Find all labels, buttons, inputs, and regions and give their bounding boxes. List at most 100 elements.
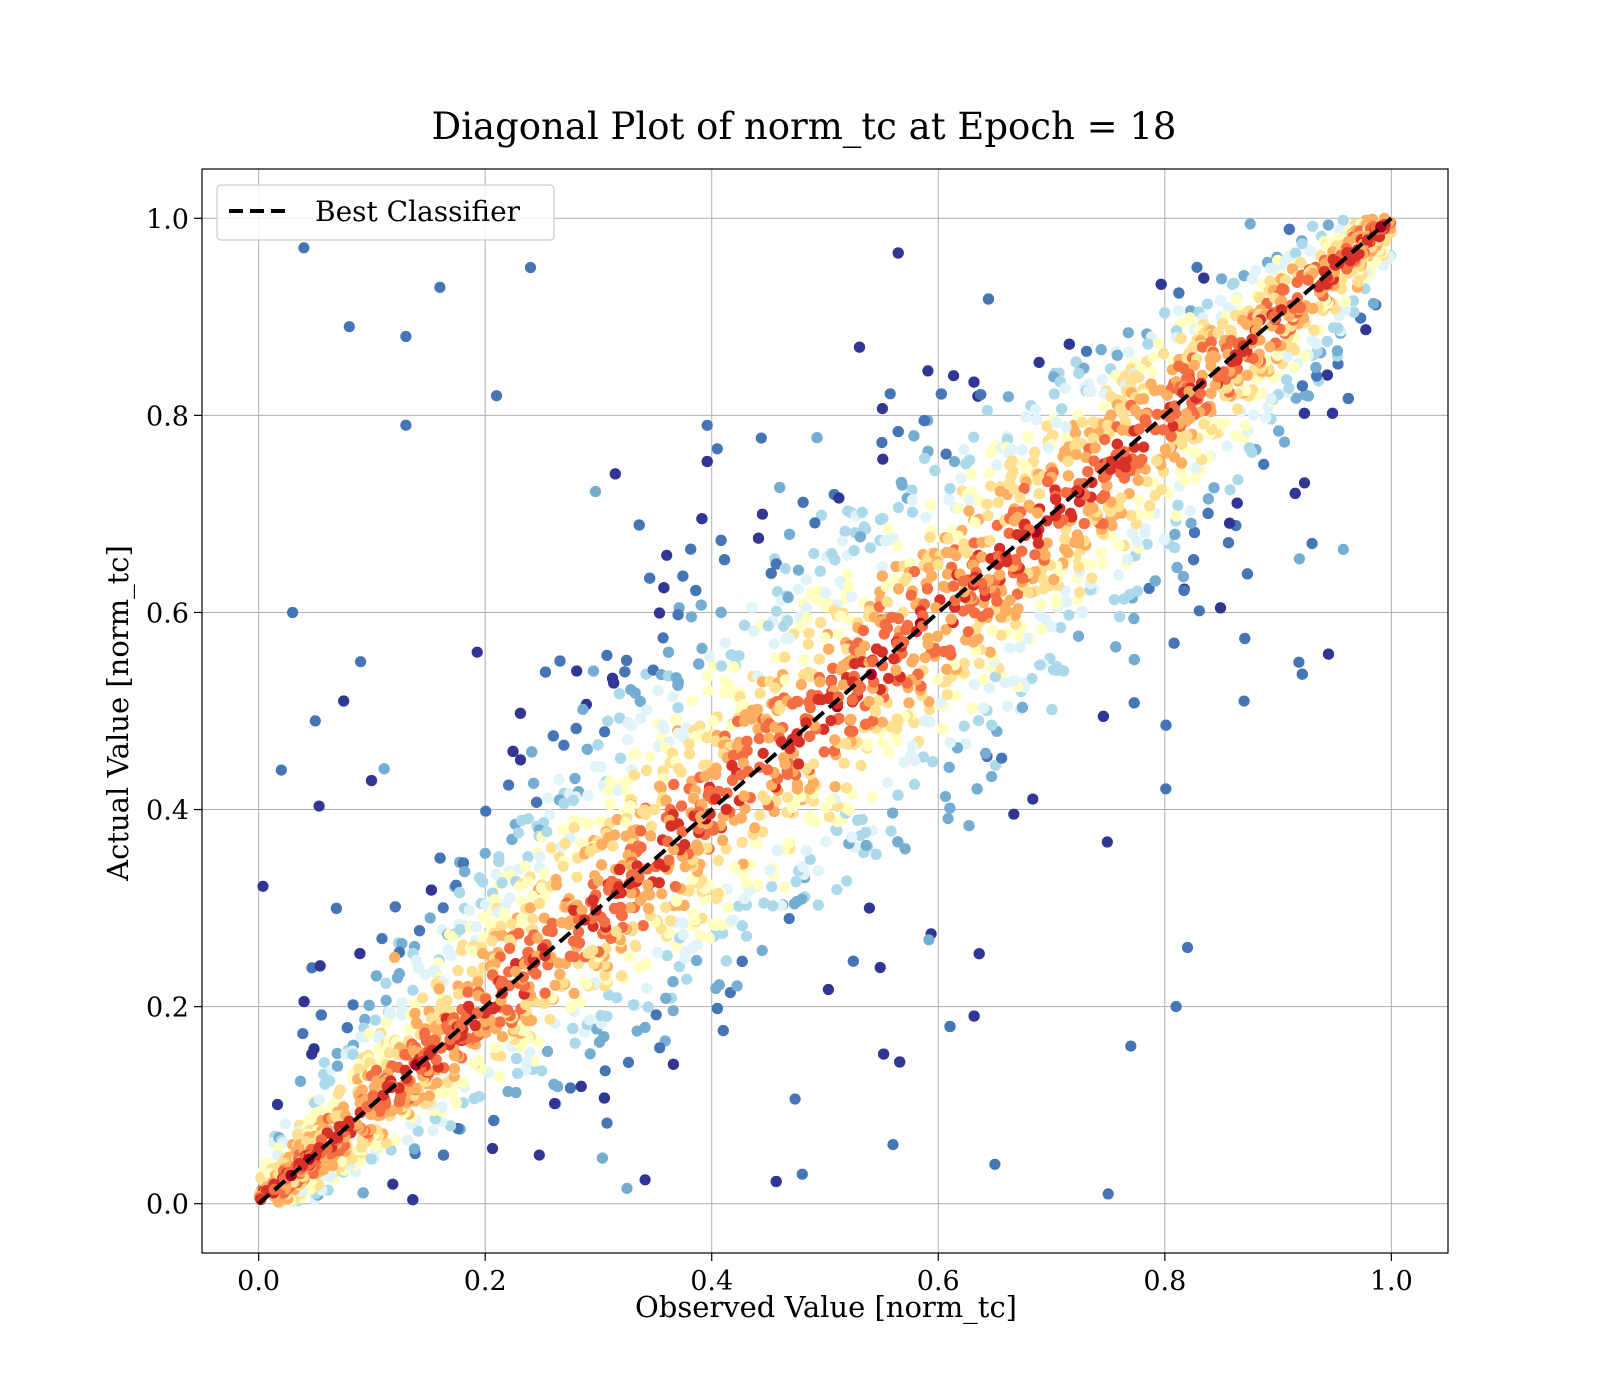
scatter-point bbox=[355, 656, 367, 668]
scatter-point bbox=[467, 1058, 479, 1070]
scatter-point bbox=[757, 747, 769, 759]
scatter-point bbox=[834, 610, 847, 622]
scatter-point bbox=[1254, 291, 1266, 303]
scatter-point bbox=[741, 735, 753, 747]
scatter-point bbox=[660, 992, 672, 1004]
scatter-point bbox=[526, 890, 539, 902]
scatter-point bbox=[1016, 545, 1028, 557]
scatter-point bbox=[315, 1106, 327, 1118]
scatter-point bbox=[526, 746, 538, 758]
scatter-point bbox=[800, 844, 812, 856]
scatter-point bbox=[711, 443, 723, 455]
scatter-point bbox=[472, 976, 484, 988]
scatter-point bbox=[792, 696, 804, 708]
scatter-point bbox=[783, 632, 796, 644]
scatter-point bbox=[746, 713, 758, 725]
scatter-point bbox=[1226, 278, 1238, 290]
scatter-point bbox=[671, 940, 683, 953]
scatter-point bbox=[337, 1101, 349, 1113]
scatter-point bbox=[932, 559, 944, 571]
scatter-point bbox=[531, 932, 544, 944]
scatter-point bbox=[924, 499, 937, 511]
scatter-point bbox=[984, 646, 996, 658]
scatter-point bbox=[524, 261, 537, 274]
scatter-point bbox=[955, 472, 967, 484]
scatter-point bbox=[1198, 272, 1210, 284]
scatter-point bbox=[815, 616, 827, 629]
scatter-point bbox=[1133, 371, 1145, 384]
scatter-point bbox=[940, 448, 952, 460]
scatter-point bbox=[1177, 571, 1189, 583]
scatter-point bbox=[738, 790, 750, 802]
scatter-point bbox=[1042, 476, 1054, 488]
scatter-point bbox=[903, 697, 915, 709]
scatter-point bbox=[315, 1009, 327, 1021]
scatter-point bbox=[661, 950, 673, 962]
scatter-point bbox=[808, 548, 820, 560]
scatter-point bbox=[892, 789, 904, 801]
scatter-point bbox=[1278, 436, 1291, 448]
scatter-point bbox=[1101, 419, 1114, 432]
scatter-point bbox=[969, 517, 981, 529]
scatter-point bbox=[477, 931, 489, 943]
scatter-point bbox=[1041, 537, 1053, 549]
scatter-point bbox=[486, 1142, 499, 1155]
scatter-point bbox=[1141, 475, 1153, 488]
scatter-point bbox=[412, 1125, 424, 1137]
scatter-point bbox=[712, 854, 725, 867]
scatter-point bbox=[1089, 442, 1101, 454]
scatter-point bbox=[920, 511, 932, 524]
scatter-point bbox=[567, 794, 579, 807]
scatter-point bbox=[524, 902, 537, 914]
scatter-point bbox=[413, 925, 426, 937]
scatter-point bbox=[679, 861, 691, 873]
scatter-point bbox=[673, 960, 686, 973]
scatter-point bbox=[728, 661, 740, 673]
scatter-point bbox=[567, 1022, 579, 1035]
scatter-point bbox=[977, 673, 990, 686]
scatter-point bbox=[1118, 593, 1130, 605]
scatter-point bbox=[1167, 420, 1179, 432]
scatter-point bbox=[753, 733, 765, 745]
scatter-point bbox=[1125, 1040, 1137, 1052]
scatter-point bbox=[973, 657, 985, 670]
scatter-point bbox=[1097, 710, 1109, 723]
scatter-point bbox=[740, 930, 753, 942]
scatter-point bbox=[553, 773, 565, 786]
scatter-point bbox=[468, 1093, 480, 1105]
scatter-point bbox=[778, 752, 790, 764]
scatter-point bbox=[891, 713, 903, 725]
scatter-point bbox=[1214, 602, 1227, 614]
scatter-point bbox=[919, 452, 931, 464]
scatter-point bbox=[643, 902, 655, 915]
scatter-point bbox=[718, 554, 731, 566]
scatter-point bbox=[908, 653, 920, 665]
scatter-point bbox=[1288, 361, 1300, 373]
scatter-point bbox=[549, 979, 561, 991]
scatter-point bbox=[1293, 656, 1305, 668]
scatter-point bbox=[541, 826, 553, 838]
scatter-point bbox=[892, 540, 904, 552]
scatter-point bbox=[578, 976, 591, 988]
scatter-point bbox=[736, 955, 748, 968]
scatter-point bbox=[803, 627, 815, 639]
scatter-point bbox=[695, 599, 707, 611]
scatter-point bbox=[1293, 553, 1305, 565]
scatter-point bbox=[1271, 349, 1283, 361]
scatter-point bbox=[802, 638, 814, 650]
scatter-point bbox=[790, 875, 802, 888]
scatter-point bbox=[633, 961, 645, 973]
scatter-point bbox=[634, 712, 647, 725]
scatter-point bbox=[595, 1010, 607, 1022]
scatter-point bbox=[1205, 360, 1217, 372]
scatter-point bbox=[1281, 350, 1293, 362]
scatter-point bbox=[1158, 534, 1170, 546]
scatter-point bbox=[434, 1004, 447, 1016]
scatter-point bbox=[533, 1149, 545, 1161]
scatter-point bbox=[558, 739, 570, 751]
scatter-point bbox=[962, 626, 975, 638]
scatter-point bbox=[1031, 414, 1043, 426]
scatter-point bbox=[1188, 359, 1200, 372]
scatter-point bbox=[1133, 423, 1145, 435]
scatter-point bbox=[598, 1092, 611, 1104]
